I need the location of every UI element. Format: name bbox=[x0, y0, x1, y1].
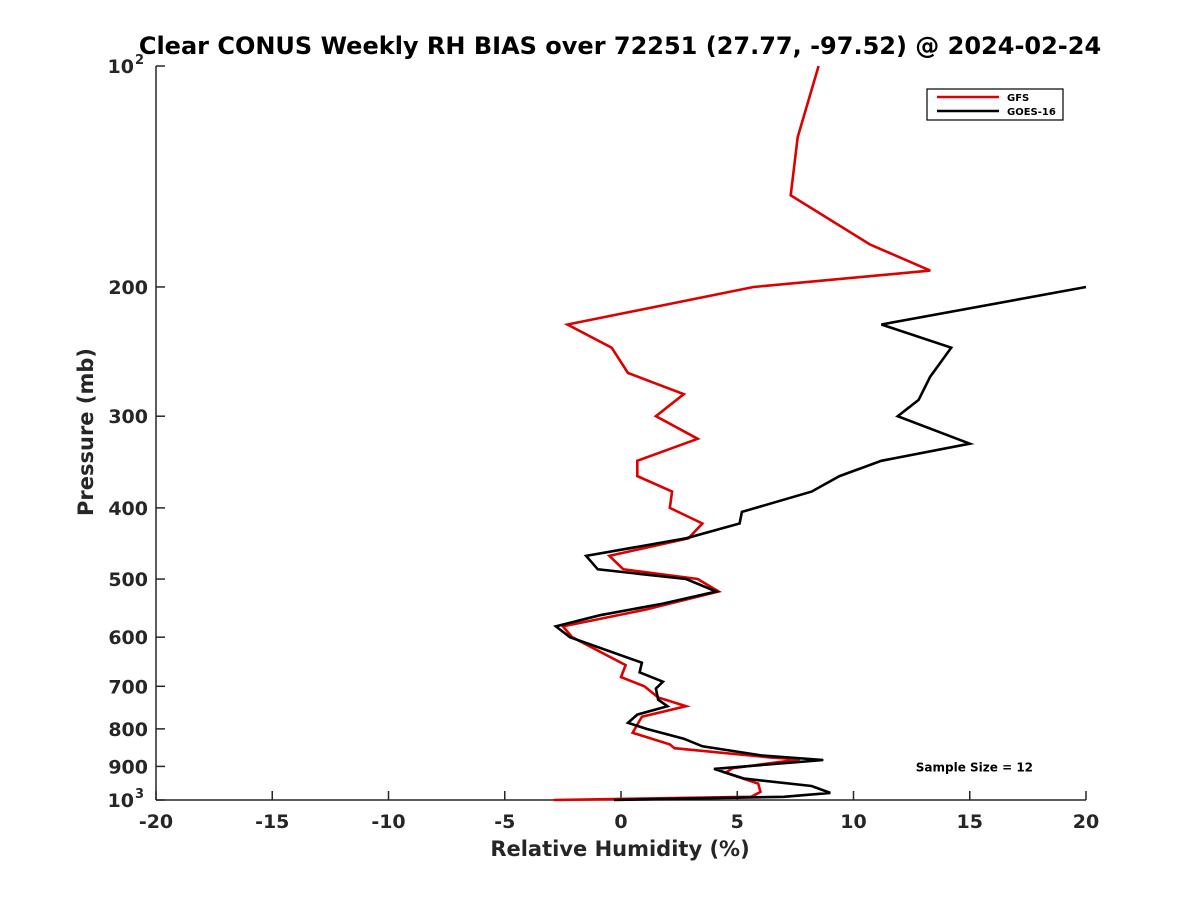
y-tick-exponent: 3 bbox=[135, 787, 144, 802]
series-line-goes-16 bbox=[552, 285, 1087, 802]
x-tick-label: -5 bbox=[494, 811, 515, 833]
x-tick-label: 10 bbox=[840, 811, 866, 833]
x-tick-label: 15 bbox=[957, 811, 983, 833]
chart-title: Clear CONUS Weekly RH BIAS over 72251 (2… bbox=[139, 32, 1101, 60]
legend-label: GOES-16 bbox=[1007, 107, 1056, 118]
y-tick-label: 700 bbox=[108, 676, 148, 698]
y-tick-label: 500 bbox=[108, 569, 148, 591]
y-tick-label: 800 bbox=[108, 719, 148, 741]
x-axis-label: Relative Humidity (%) bbox=[490, 837, 749, 861]
y-tick-exponent: 2 bbox=[135, 53, 144, 68]
legend-box bbox=[926, 88, 1064, 121]
y-tick-label: 300 bbox=[108, 406, 148, 428]
y-tick-label: 900 bbox=[108, 756, 148, 778]
y-tick-label: 10 bbox=[108, 790, 134, 812]
x-tick-label: 5 bbox=[731, 811, 744, 833]
y-tick-label: 10 bbox=[108, 56, 134, 78]
y-tick-label: 600 bbox=[108, 627, 148, 649]
series-layer bbox=[552, 65, 1087, 802]
y-tick-label: 200 bbox=[108, 277, 148, 299]
legend: GFS GOES-16 bbox=[926, 88, 1064, 121]
x-tick-label: -10 bbox=[371, 811, 405, 833]
y-axis-label: Pressure (mb) bbox=[74, 348, 98, 516]
legend-label: GFS bbox=[1007, 93, 1029, 104]
series-line-gfs bbox=[553, 65, 931, 802]
x-tick-label: 0 bbox=[614, 811, 627, 833]
annotation-layer: Sample Size = 12 bbox=[916, 760, 1033, 774]
y-tick-label: 400 bbox=[108, 498, 148, 520]
sample-size-annotation: Sample Size = 12 bbox=[916, 760, 1033, 774]
x-tick-label: -20 bbox=[139, 811, 173, 833]
x-tick-label: -15 bbox=[255, 811, 289, 833]
x-tick-label: 20 bbox=[1073, 811, 1099, 833]
